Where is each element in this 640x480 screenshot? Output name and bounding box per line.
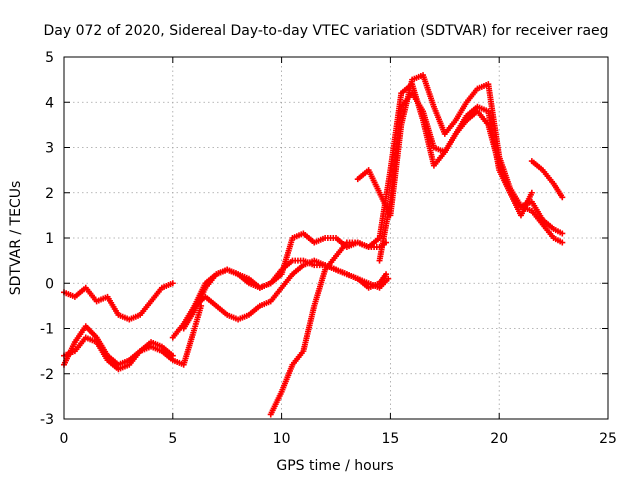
data-points <box>61 72 566 418</box>
y-tick-label: 0 <box>45 276 54 292</box>
x-tick-label: 0 <box>60 431 69 447</box>
y-tick-label: 2 <box>45 186 54 202</box>
y-tick-label: -3 <box>40 412 54 428</box>
y-tick-label: 3 <box>45 141 54 157</box>
y-tick-label: 5 <box>45 50 54 66</box>
series-track-5 <box>180 257 392 332</box>
y-tick-label: -1 <box>40 322 54 338</box>
x-tick-label: 15 <box>381 431 399 447</box>
y-tick-label: 1 <box>45 231 54 247</box>
series-track-2 <box>61 334 176 373</box>
x-axis-label: GPS time / hours <box>276 458 393 474</box>
chart-title: Day 072 of 2020, Sidereal Day-to-day VTE… <box>43 23 608 39</box>
data-point <box>169 280 176 287</box>
x-tick-label: 10 <box>273 431 291 447</box>
data-point <box>559 230 566 237</box>
series-track-10 <box>528 158 566 201</box>
series-track-3 <box>61 280 176 323</box>
x-tick-label: 20 <box>490 431 508 447</box>
data-point <box>559 194 566 201</box>
y-tick-label: -2 <box>40 367 54 383</box>
data-point <box>528 189 535 196</box>
data-point <box>169 352 176 359</box>
data-point <box>559 239 566 246</box>
series-track-7 <box>267 81 566 418</box>
x-tick-label: 5 <box>168 431 177 447</box>
y-tick-labels: -3 -2 -1 0 1 2 3 4 5 <box>40 50 54 428</box>
data-point <box>385 275 392 282</box>
grid <box>64 57 608 419</box>
y-axis-label: SDTVAR / TECUs <box>8 181 24 296</box>
series-track-9 <box>376 90 535 264</box>
plot-frame <box>63 56 609 420</box>
data-point <box>383 271 390 278</box>
y-tick-label: 4 <box>45 95 54 111</box>
x-tick-labels: 0 5 10 15 20 25 <box>60 431 617 447</box>
x-tick-label: 25 <box>599 431 617 447</box>
